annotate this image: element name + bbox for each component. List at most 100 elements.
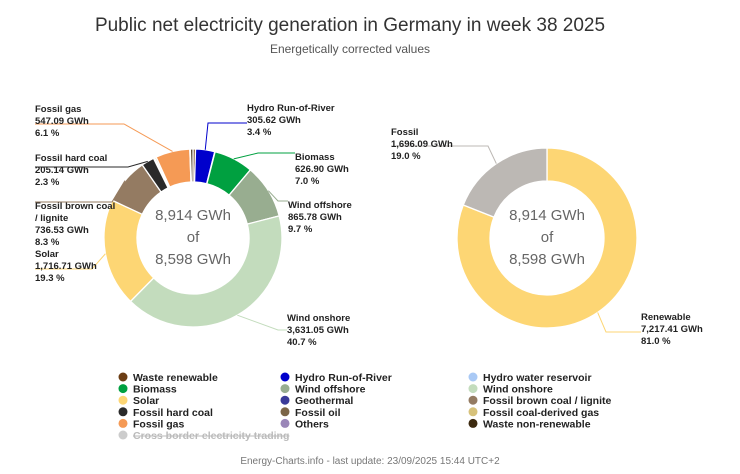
legend-marker [468, 418, 478, 428]
legend-item-fossil-oil[interactable]: Fossil oil [280, 407, 341, 419]
connector-wind-onshore [237, 314, 287, 331]
center-label-line: 8,598 GWh [155, 251, 231, 268]
center-label: 8,914 GWh of 8,598 GWh [509, 207, 585, 268]
legend-marker [280, 407, 290, 417]
legend-item-fossil-coal-derived-gas[interactable]: Fossil coal-derived gas [468, 407, 600, 419]
data-label-line: 7.0 % [295, 176, 320, 187]
slice-fossil[interactable] [462, 147, 548, 218]
legend-marker [280, 372, 290, 382]
data-label-renewable: Renewable 7,217.41 GWh 81.0 % [641, 312, 703, 347]
legend-item-geothermal[interactable]: Geothermal [280, 395, 354, 407]
legend-item-hydro-water-reservoir[interactable]: Hydro water reservoir [468, 372, 592, 384]
data-label-line: 2.3 % [35, 177, 60, 188]
data-label-line: Hydro Run-of-River [247, 103, 335, 114]
chart-subtitle: Energetically corrected values [270, 42, 430, 56]
legend-marker [468, 407, 478, 417]
chart-title: Public net electricity generation in Ger… [95, 15, 605, 36]
legend-label: Fossil hard coal [133, 407, 213, 419]
data-label-hydro-run-of-river: Hydro Run-of-River 305.62 GWh 3.4 % [247, 103, 335, 138]
data-label-line: 8.3 % [35, 237, 60, 248]
legend-marker [468, 384, 478, 394]
data-label-line: Renewable [641, 312, 691, 323]
legend-item-biomass[interactable]: Biomass [118, 384, 177, 396]
connector-solar [35, 253, 106, 270]
data-label-line: 865.78 GWh [288, 212, 342, 223]
center-label: 8,914 GWh of 8,598 GWh [155, 207, 231, 268]
data-label-solar: Solar 1,716.71 GWh 19.3 % [35, 249, 97, 284]
data-label-line: 205.14 GWh [35, 165, 89, 176]
legend-marker [118, 384, 128, 394]
data-label-line: Solar [35, 249, 59, 260]
legend-label: Hydro water reservoir [483, 372, 592, 384]
connector-hydro-run-of-river [204, 122, 247, 150]
renewable-share-donut-chart: Renewable 7,217.41 GWh 81.0 % Fossil 1,696.0… [391, 127, 703, 347]
data-label-line: 3,631.05 GWh [287, 325, 349, 336]
legend-label: Wind onshore [483, 384, 553, 396]
legend-item-hydro-run-of-river[interactable]: Hydro Run-of-River [280, 372, 392, 384]
legend-label: Solar [133, 395, 159, 407]
legend-marker [118, 395, 128, 405]
legend-item-fossil-hard-coal[interactable]: Fossil hard coal [118, 407, 214, 419]
legend-marker [118, 407, 128, 417]
center-label-line: 8,914 GWh [509, 207, 585, 224]
legend-marker [118, 372, 128, 382]
center-label-line: of [541, 229, 554, 246]
legend-label: Biomass [133, 384, 177, 396]
connector-fossil-brown-coal-lignite [35, 180, 126, 203]
data-label-line: 1,716.71 GWh [35, 261, 97, 272]
connector-biomass [233, 152, 295, 160]
legend-marker [280, 395, 290, 405]
data-label-wind-offshore: Wind offshore 865.78 GWh 9.7 % [288, 200, 352, 235]
legend-item-solar[interactable]: Solar [118, 395, 160, 407]
legend-marker [468, 372, 478, 382]
legend-label: Waste non-renewable [483, 418, 591, 430]
legend-marker [280, 384, 290, 394]
slice-solar[interactable] [103, 199, 155, 303]
data-label-biomass: Biomass 626.90 GWh 7.0 % [295, 152, 349, 187]
center-label-line: 8,598 GWh [509, 251, 585, 268]
data-label-line: 9.7 % [288, 224, 313, 235]
center-label-line: of [187, 229, 200, 246]
slice-waste-non-renewable[interactable] [189, 148, 194, 183]
legend-item-wind-offshore[interactable]: Wind offshore [280, 384, 366, 396]
data-label-line: / lignite [35, 213, 68, 224]
data-label-line: 40.7 % [287, 337, 317, 348]
connector-renewable [597, 312, 641, 333]
data-label-line: 81.0 % [641, 336, 671, 347]
data-label-line: 1,696.09 GWh [391, 139, 453, 150]
data-label-line: 626.90 GWh [295, 164, 349, 175]
connector-fossil-hard-coal [35, 160, 148, 168]
legend-item-fossil-brown-coal-lignite[interactable]: Fossil brown coal / lignite [468, 395, 612, 407]
slice-wind-onshore[interactable] [129, 215, 283, 328]
legend-item-others[interactable]: Others [280, 418, 330, 430]
legend-label: Hydro Run-of-River [295, 372, 392, 384]
data-label-line: Fossil brown coal [35, 201, 115, 212]
legend: Waste renewable Hydro Run-of-River Hydro w… [118, 372, 612, 442]
data-label-line: Biomass [295, 152, 335, 163]
data-label-line: Fossil gas [35, 104, 81, 115]
data-label-line: 3.4 % [247, 127, 272, 138]
data-label-line: Fossil [391, 127, 418, 138]
data-label-line: 305.62 GWh [247, 115, 301, 126]
legend-item-cross-border-electricity-trading[interactable]: Cross border electricity trading [118, 430, 290, 442]
slice-renewable[interactable] [456, 147, 638, 329]
legend-label: Fossil coal-derived gas [483, 407, 599, 419]
legend-item-waste-renewable[interactable]: Waste renewable [118, 372, 218, 384]
data-label-line: 19.3 % [35, 273, 65, 284]
data-label-fossil-gas: Fossil gas 547.09 GWh 6.1 % [35, 104, 89, 139]
legend-label: Others [295, 418, 329, 430]
data-label-wind-onshore: Wind onshore 3,631.05 GWh 40.7 % [287, 313, 350, 348]
generation-donut-chart: Hydro Run-of-River 305.62 GWh 3.4 % Biomass… [35, 103, 352, 348]
legend-label: Cross border electricity trading [133, 430, 289, 442]
data-label-line: 7,217.41 GWh [641, 324, 703, 335]
data-label-fossil: Fossil 1,696.09 GWh 19.0 % [391, 127, 453, 162]
legend-item-fossil-gas[interactable]: Fossil gas [118, 418, 185, 430]
legend-item-waste-non-renewable[interactable]: Waste non-renewable [468, 418, 591, 430]
legend-item-wind-onshore[interactable]: Wind onshore [468, 384, 554, 396]
legend-marker [118, 418, 128, 428]
data-label-line: 736.53 GWh [35, 225, 89, 236]
legend-label: Fossil gas [133, 418, 185, 430]
legend-label: Fossil oil [295, 407, 341, 419]
legend-label: Wind offshore [295, 384, 366, 396]
